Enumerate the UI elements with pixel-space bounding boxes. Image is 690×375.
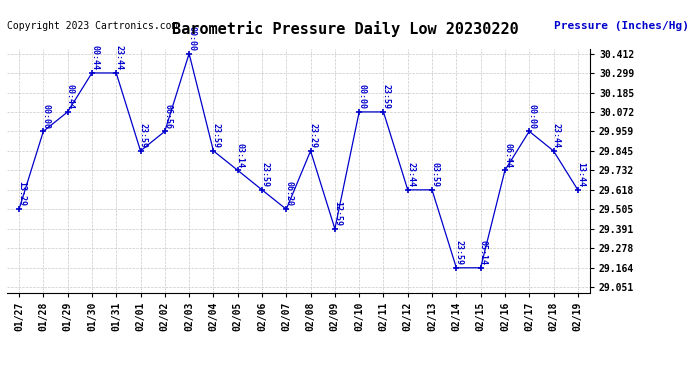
Text: 12:59: 12:59 — [333, 201, 342, 226]
Text: 06:56: 06:56 — [163, 104, 172, 129]
Text: 06:20: 06:20 — [284, 182, 293, 207]
Text: 00:00: 00:00 — [357, 84, 366, 109]
Text: 05:14: 05:14 — [479, 240, 488, 265]
Text: 00:44: 00:44 — [66, 84, 75, 109]
Text: 23:59: 23:59 — [139, 123, 148, 148]
Text: Barometric Pressure Daily Low 20230220: Barometric Pressure Daily Low 20230220 — [172, 21, 518, 37]
Text: 00:00: 00:00 — [41, 104, 50, 129]
Text: 23:59: 23:59 — [260, 162, 269, 187]
Text: 23:59: 23:59 — [455, 240, 464, 265]
Text: 00:00: 00:00 — [188, 26, 197, 51]
Text: 13:29: 13:29 — [17, 182, 26, 207]
Text: 03:59: 03:59 — [431, 162, 440, 187]
Text: 00:44: 00:44 — [90, 45, 99, 70]
Text: 23:29: 23:29 — [309, 123, 318, 148]
Text: 23:44: 23:44 — [552, 123, 561, 148]
Text: 23:59: 23:59 — [382, 84, 391, 109]
Text: Pressure (Inches/Hg): Pressure (Inches/Hg) — [554, 21, 689, 31]
Text: 03:14: 03:14 — [236, 142, 245, 168]
Text: 23:44: 23:44 — [406, 162, 415, 187]
Text: Copyright 2023 Cartronics.com: Copyright 2023 Cartronics.com — [7, 21, 177, 31]
Text: 06:44: 06:44 — [503, 142, 512, 168]
Text: 23:44: 23:44 — [115, 45, 124, 70]
Text: 13:44: 13:44 — [576, 162, 585, 187]
Text: 23:59: 23:59 — [212, 123, 221, 148]
Text: 00:00: 00:00 — [527, 104, 537, 129]
